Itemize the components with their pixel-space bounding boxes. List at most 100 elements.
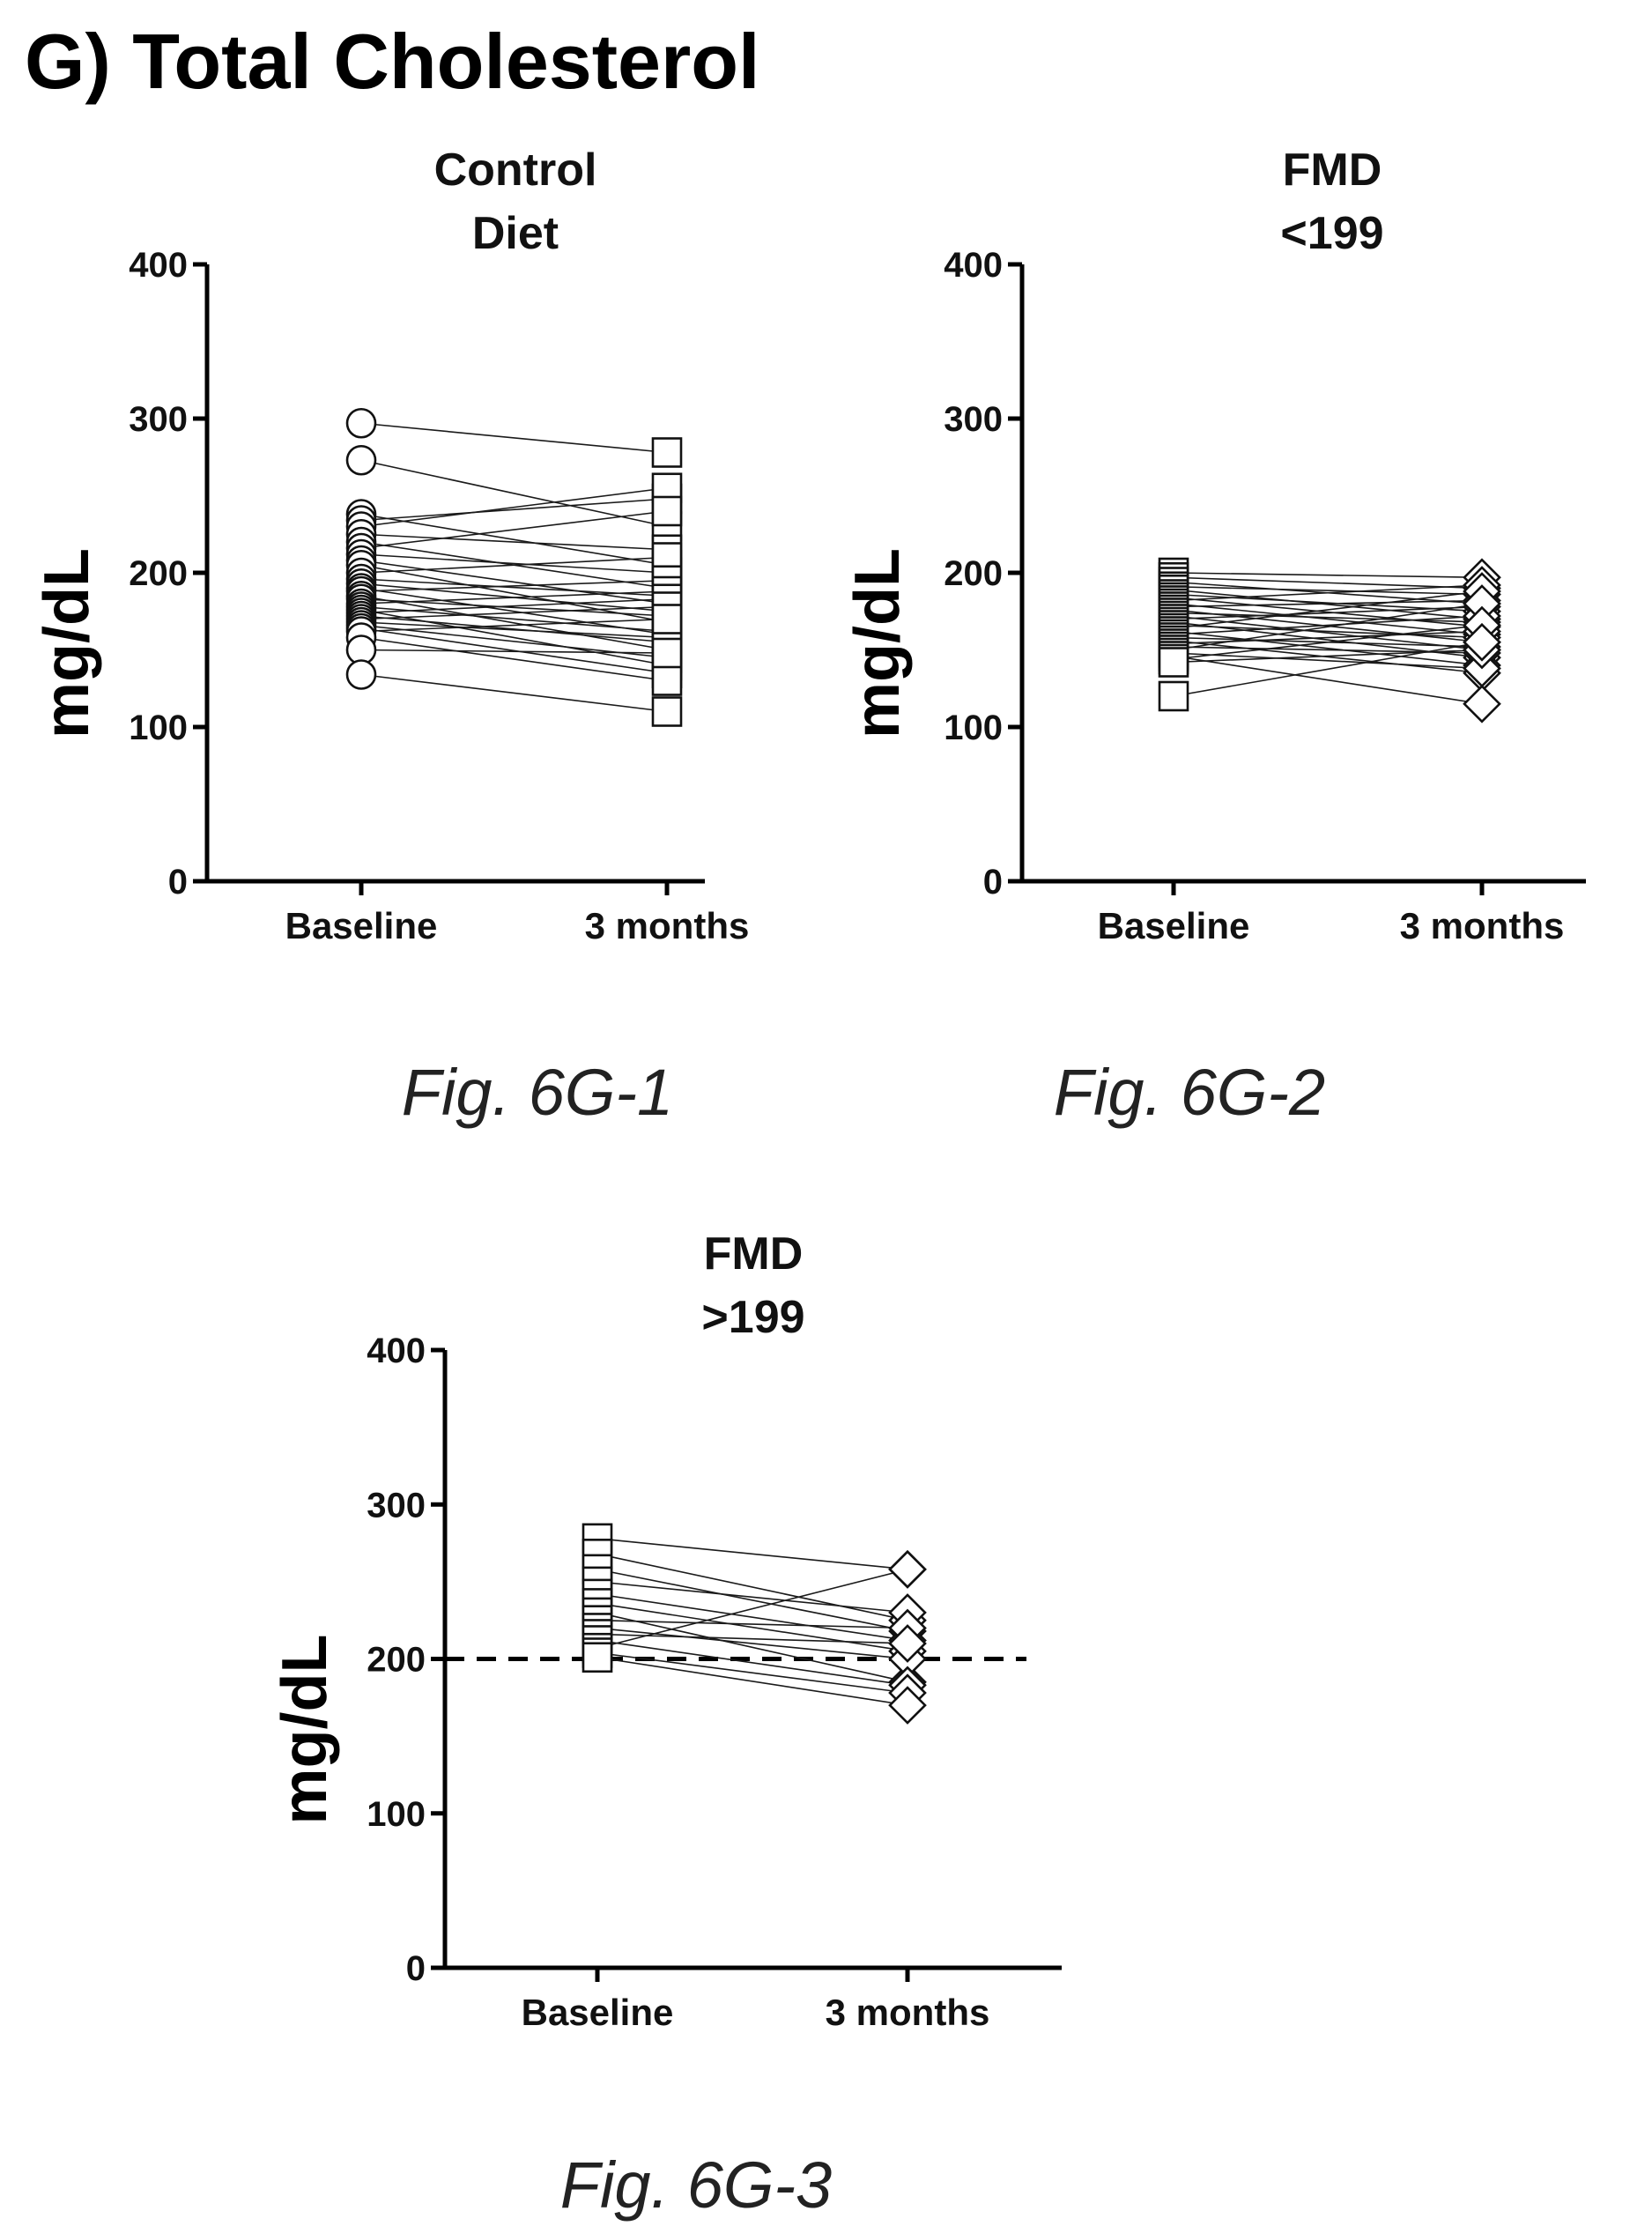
pair-line xyxy=(1173,597,1483,628)
followup-point xyxy=(888,1686,927,1725)
pair-line xyxy=(360,597,668,614)
pair-line xyxy=(1173,655,1483,705)
y-tick-label: 400 xyxy=(129,246,188,285)
pair-line xyxy=(360,618,668,633)
pair-line xyxy=(360,510,668,549)
pair-line xyxy=(1173,612,1483,623)
y-tick-label: 0 xyxy=(406,1949,426,1988)
pair-line xyxy=(1173,615,1483,635)
pair-line xyxy=(360,609,668,666)
pair-line xyxy=(360,459,668,528)
pair-line xyxy=(596,1602,908,1652)
x-tick-label: 3 months xyxy=(1400,905,1565,946)
y-axis-label: mg/dL xyxy=(270,1635,340,1825)
pair-line xyxy=(1173,649,1483,664)
y-tick-label: 400 xyxy=(367,1332,426,1370)
pair-line xyxy=(360,560,668,605)
pair-line xyxy=(596,1619,908,1629)
pair-line xyxy=(596,1593,908,1642)
pair-line xyxy=(1173,624,1483,639)
baseline-point xyxy=(345,407,377,439)
pair-line xyxy=(1173,640,1483,674)
baseline-point xyxy=(582,1642,613,1673)
y-tick-label: 300 xyxy=(367,1486,426,1525)
x-tick-label: Baseline xyxy=(1098,905,1250,946)
pair-line xyxy=(1173,576,1483,590)
pair-line xyxy=(360,649,668,654)
pair-line xyxy=(596,1538,908,1570)
figure-caption: Fig. 6G-3 xyxy=(560,2148,832,2222)
followup-point xyxy=(1463,684,1501,723)
pair-line xyxy=(1173,584,1483,602)
y-tick-label: 100 xyxy=(944,709,1003,747)
pair-line xyxy=(360,595,668,651)
y-tick-label: 100 xyxy=(367,1795,426,1834)
pair-line xyxy=(1173,609,1483,643)
pair-line xyxy=(360,556,668,574)
pair-line xyxy=(1173,630,1483,666)
chart-panel-2: 0 100 200 300 400 Baseline 3 months mg/dL FMD <19… xyxy=(842,145,1586,1129)
markers xyxy=(1158,557,1501,723)
followup-point xyxy=(651,696,683,727)
y-tick-label: 0 xyxy=(983,863,1003,902)
y-axis-label: mg/dL xyxy=(32,548,102,738)
pair-line xyxy=(596,1633,908,1644)
followup-point xyxy=(651,665,683,696)
pair-line xyxy=(596,1627,908,1660)
baseline-point xyxy=(345,659,377,690)
pair-lines xyxy=(1173,572,1483,705)
pair-line xyxy=(360,513,668,567)
pair-line xyxy=(1173,641,1483,697)
pair-line xyxy=(1173,603,1483,651)
figure-title: G) Total Cholesterol xyxy=(25,18,759,105)
x-tick-label: 3 months xyxy=(826,1992,990,2033)
followup-point xyxy=(651,437,683,468)
pair-line xyxy=(596,1553,908,1621)
baseline-point xyxy=(1158,680,1189,712)
pair-line xyxy=(1173,624,1483,660)
baseline-point xyxy=(1158,647,1189,678)
x-tick-label: 3 months xyxy=(585,905,750,946)
pair-line xyxy=(596,1569,908,1650)
chart-panel-1: 0 100 200 300 400 Baseline 3 months mg/dL Contro… xyxy=(32,145,749,1129)
pair-line xyxy=(360,673,668,713)
pair-line xyxy=(1173,572,1483,579)
pair-line xyxy=(1173,589,1483,620)
y-tick-label: 300 xyxy=(944,400,1003,439)
y-tick-label: 200 xyxy=(367,1641,426,1680)
pair-line xyxy=(1173,652,1483,670)
chart-title: Diet xyxy=(472,208,559,259)
chart-title: Control xyxy=(434,145,597,196)
pair-line xyxy=(360,422,668,454)
figure-caption: Fig. 6G-1 xyxy=(402,1056,673,1129)
y-tick-label: 200 xyxy=(129,554,188,593)
pair-line xyxy=(1173,599,1483,608)
chart-title: >199 xyxy=(701,1292,804,1343)
y-tick-label: 100 xyxy=(129,709,188,747)
pair-line xyxy=(360,615,668,643)
baseline-point xyxy=(345,444,377,476)
pair-line xyxy=(360,486,668,528)
chart-title: <199 xyxy=(1280,208,1383,259)
pair-line xyxy=(360,533,668,551)
x-tick-label: Baseline xyxy=(285,905,438,946)
pair-line xyxy=(596,1639,908,1687)
chart-title: FMD xyxy=(704,1228,804,1280)
pair-line xyxy=(1173,605,1483,620)
figure-caption: Fig. 6G-2 xyxy=(1054,1056,1325,1129)
followup-point xyxy=(888,1624,927,1663)
pair-lines xyxy=(596,1538,908,1706)
panels-group: 0 100 200 300 400 Baseline 3 months mg/dL Contro… xyxy=(32,145,1586,2222)
pair-line xyxy=(1173,585,1483,596)
pair-line xyxy=(596,1612,908,1683)
x-tick-label: Baseline xyxy=(522,1992,674,2033)
chart-panel-3: 0 100 200 300 400 Baseline 3 months mg/dL FMD >19… xyxy=(270,1228,1062,2222)
pair-line xyxy=(360,579,668,592)
pair-line xyxy=(360,605,668,620)
pair-line xyxy=(1173,590,1483,629)
pair-line xyxy=(596,1581,908,1614)
pair-line xyxy=(596,1569,908,1632)
followup-point xyxy=(888,1550,927,1589)
pair-line xyxy=(360,553,668,574)
